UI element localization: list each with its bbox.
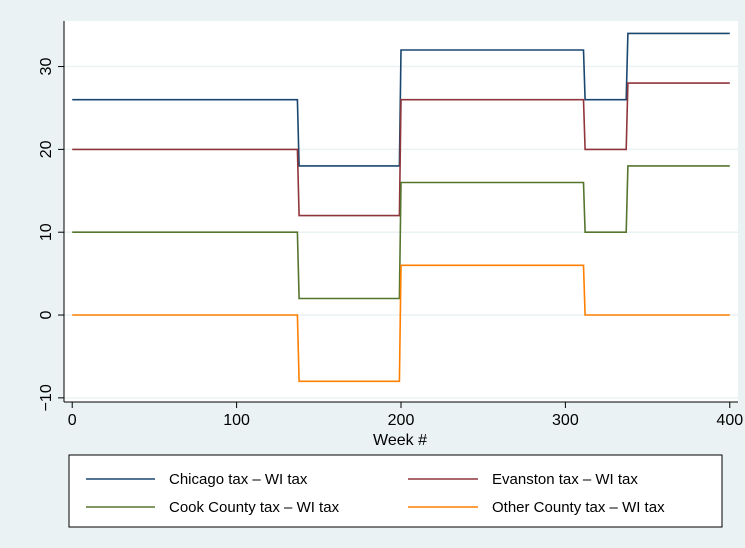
x-tick-label: 0	[68, 412, 77, 429]
x-tick-label: 300	[552, 412, 579, 429]
legend-label: Cook County tax – WI tax	[169, 499, 340, 516]
y-tick-label: −10	[38, 384, 55, 411]
series-layer	[72, 32, 730, 383]
series-line-2	[72, 82, 730, 217]
legend: Chicago tax – WI tax Evanston tax – WI ta…	[68, 454, 723, 528]
series-line-3	[72, 165, 730, 300]
legend-label: Other County tax – WI tax	[492, 499, 665, 516]
legend-label: Chicago tax – WI tax	[169, 471, 308, 488]
series-line-4	[72, 264, 730, 383]
x-axis-title: Week #	[373, 432, 427, 449]
x-tick-label: 100	[223, 412, 250, 429]
y-tick-label: 20	[38, 140, 55, 158]
y-tick-label: 30	[38, 58, 55, 76]
x-tick-label: 200	[388, 412, 415, 429]
y-tick-label: 0	[38, 310, 55, 319]
series-line-1	[72, 32, 730, 167]
y-tick-label: 10	[38, 223, 55, 241]
legend-label: Evanston tax – WI tax	[492, 471, 638, 488]
legend-box	[68, 454, 723, 528]
x-tick-label: 400	[716, 412, 743, 429]
